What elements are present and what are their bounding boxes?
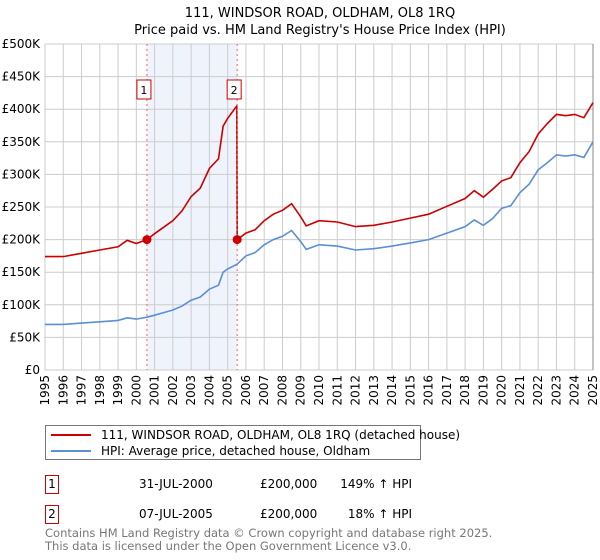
- x-tick-label: 2016: [422, 375, 436, 406]
- x-tick-label: 2010: [312, 375, 326, 406]
- y-tick-label: £400K: [2, 102, 42, 116]
- transaction-date: 07-JUL-2005: [139, 507, 213, 521]
- transaction-hpi: 18% ↑ HPI: [347, 507, 412, 521]
- legend-item-hpi: HPI: Average price, detached house, Oldh…: [51, 443, 370, 459]
- x-tick-label: 1996: [56, 375, 70, 406]
- x-tick-label: 1998: [93, 375, 107, 406]
- x-tick-label: 2006: [239, 375, 253, 406]
- footer-licence: This data is licensed under the Open Gov…: [45, 539, 412, 553]
- y-tick-label: £50K: [9, 330, 41, 344]
- y-tick-label: £200K: [2, 233, 42, 247]
- y-tick-label: £500K: [2, 37, 42, 51]
- x-tick-label: 2019: [476, 375, 490, 406]
- y-tick-label: £250K: [2, 200, 42, 214]
- sale-point: [142, 235, 152, 245]
- x-tick-label: 2002: [166, 375, 180, 406]
- x-tick-label: 2017: [440, 375, 454, 406]
- legend-swatch-hpi: [51, 450, 91, 452]
- legend-label-hpi: HPI: Average price, detached house, Oldh…: [101, 444, 371, 458]
- x-tick-label: 2005: [221, 375, 235, 406]
- transaction-marker: 2: [45, 505, 59, 524]
- y-tick-label: £450K: [2, 70, 42, 84]
- footer: Contains HM Land Registry data © Crown c…: [45, 527, 492, 553]
- transaction-row: 1 31-JUL-2000 £200,000 149% ↑ HPI: [45, 475, 445, 495]
- x-tick-label: 2023: [549, 375, 563, 406]
- transaction-date: 31-JUL-2000: [139, 477, 213, 491]
- x-tick-label: 2021: [513, 375, 527, 406]
- x-tick-label: 2012: [349, 375, 363, 406]
- x-tick-label: 2001: [148, 375, 162, 406]
- transaction-price: £200,000: [260, 507, 318, 521]
- x-tick-label: 2025: [586, 375, 600, 406]
- x-tick-label: 2018: [458, 375, 472, 406]
- x-tick-label: 2008: [275, 375, 289, 406]
- x-tick-label: 1997: [75, 375, 89, 406]
- x-tick-label: 1995: [38, 375, 52, 406]
- y-tick-label: £100K: [2, 298, 42, 312]
- sale-label-box: [136, 79, 152, 100]
- x-tick-label: 2013: [367, 375, 381, 406]
- x-tick-label: 2009: [294, 375, 308, 406]
- chart-title: 111, WINDSOR ROAD, OLDHAM, OL8 1RQ: [185, 6, 455, 21]
- x-tick-label: 2014: [385, 375, 399, 406]
- transaction-hpi: 149% ↑ HPI: [340, 477, 412, 491]
- x-tick-label: 2000: [129, 375, 143, 406]
- chart-subtitle: Price paid vs. HM Land Registry's House …: [134, 23, 506, 38]
- property-price-line: [45, 102, 594, 258]
- x-tick-label: 2020: [495, 375, 509, 406]
- transaction-marker: 1: [45, 475, 59, 494]
- footer-copyright: Contains HM Land Registry data © Crown c…: [45, 526, 493, 540]
- y-tick-label: £350K: [2, 135, 42, 149]
- sale-label: 2: [231, 84, 238, 97]
- x-tick-label: 2024: [568, 375, 582, 406]
- sale-label: 1: [140, 84, 147, 97]
- hpi-line: [45, 141, 594, 326]
- legend-item-property: 111, WINDSOR ROAD, OLDHAM, OL8 1RQ (deta…: [51, 427, 460, 443]
- legend: 111, WINDSOR ROAD, OLDHAM, OL8 1RQ (deta…: [45, 425, 460, 460]
- x-tick-label: 1999: [111, 375, 125, 406]
- y-tick-label: £300K: [2, 167, 42, 181]
- legend-label-property: 111, WINDSOR ROAD, OLDHAM, OL8 1RQ (deta…: [101, 428, 461, 442]
- x-tick-label: 2015: [403, 375, 417, 406]
- price-chart: 111, WINDSOR ROAD, OLDHAM, OL8 1RQ Price…: [2, 6, 600, 406]
- transaction-price: £200,000: [260, 477, 318, 491]
- x-tick-label: 2022: [531, 375, 545, 406]
- sale-label-box: [226, 79, 242, 100]
- x-tick-label: 2004: [202, 375, 216, 406]
- x-tick-label: 2007: [257, 375, 271, 406]
- sale-point: [232, 235, 242, 245]
- x-tick-label: 2003: [184, 375, 198, 406]
- y-tick-label: £0: [25, 363, 40, 377]
- x-tick-label: 2011: [330, 375, 344, 406]
- y-tick-label: £150K: [2, 265, 42, 279]
- legend-swatch-property: [51, 434, 91, 436]
- transaction-row: 2 07-JUL-2005 £200,000 18% ↑ HPI: [45, 505, 445, 525]
